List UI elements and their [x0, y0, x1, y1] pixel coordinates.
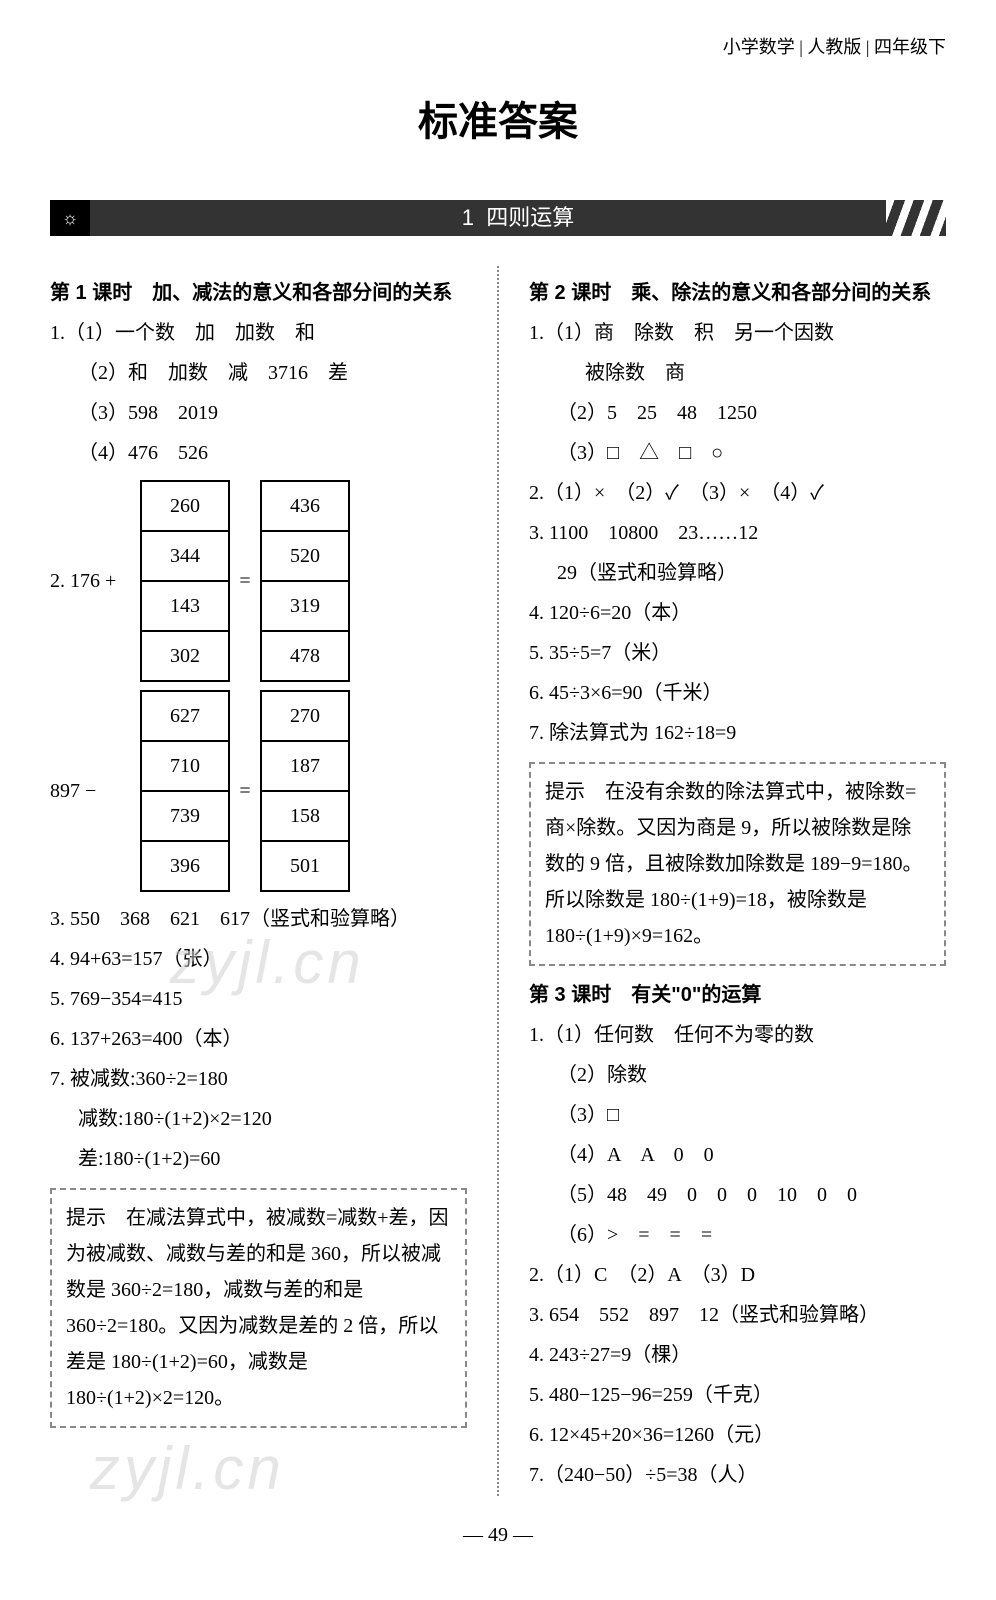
- l1-hint-box: 提示 在减法算式中，被减数=减数+差，因为被减数、减数与差的和是 360，所以被…: [50, 1188, 467, 1428]
- cell: 319: [260, 580, 350, 632]
- l1-q1-2: （2）和 加数 减 3716 差: [50, 354, 467, 392]
- l1-q2-add-grid: 2. 176 + 260 344 143 302 = 436 520 319 4…: [50, 480, 467, 682]
- l1-q1-1: 1.（1）一个数 加 加数 和: [50, 314, 467, 352]
- banner-stripes: [886, 200, 946, 236]
- cell: 627: [140, 690, 230, 742]
- cell: 478: [260, 630, 350, 682]
- section-number: 1: [462, 197, 474, 239]
- l3-q1-3: （3）□: [529, 1096, 946, 1134]
- l2-q4: 4. 120÷6=20（本）: [529, 594, 946, 632]
- l2-hint-text: 提示 在没有余数的除法算式中，被除数=商×除数。又因为商是 9，所以被除数是除数…: [545, 781, 923, 947]
- lesson2-title: 第 2 课时 乘、除法的意义和各部分间的关系: [529, 274, 946, 312]
- l2-q1-3: （3）□ △ □ ○: [529, 434, 946, 472]
- cell: 187: [260, 740, 350, 792]
- cell: 344: [140, 530, 230, 582]
- l3-q1-6: （6）> = = =: [529, 1216, 946, 1254]
- l1-q6: 6. 137+263=400（本）: [50, 1020, 467, 1058]
- l3-q4: 4. 243÷27=9（棵）: [529, 1336, 946, 1374]
- l1-q7-2: 减数:180÷(1+2)×2=120: [50, 1100, 467, 1138]
- page-title: 标准答案: [50, 84, 946, 160]
- l1-q2-mid2: =: [230, 772, 260, 810]
- l2-q3b: 29（竖式和验算略）: [529, 554, 946, 592]
- l1-q2-colA2: 627 710 739 396: [140, 690, 230, 892]
- header-grade: 四年级下: [874, 37, 946, 57]
- banner-bulb-icon: ☼: [50, 200, 90, 236]
- l3-q5: 5. 480−125−96=259（千克）: [529, 1376, 946, 1414]
- l1-q2-mid1: =: [230, 562, 260, 600]
- page-number: — 49 —: [50, 1516, 946, 1554]
- l1-q2-colA1: 260 344 143 302: [140, 480, 230, 682]
- l1-q1-3: （3）598 2019: [50, 394, 467, 432]
- header-sep2: |: [866, 37, 874, 57]
- cell: 436: [260, 480, 350, 532]
- cell: 260: [140, 480, 230, 532]
- l2-q2: 2.（1）× （2）✓ （3）× （4）✓: [529, 474, 946, 512]
- l1-q2-colB2: 270 187 158 501: [260, 690, 350, 892]
- l3-q1-4: （4）A A 0 0: [529, 1136, 946, 1174]
- page-header: 小学数学 | 人教版 | 四年级下: [50, 30, 946, 64]
- l1-q3: 3. 550 368 621 617（竖式和验算略）: [50, 900, 467, 938]
- cell: 143: [140, 580, 230, 632]
- l2-q7: 7. 除法算式为 162÷18=9: [529, 714, 946, 752]
- l1-q7-3: 差:180÷(1+2)=60: [50, 1140, 467, 1178]
- lesson1-title: 第 1 课时 加、减法的意义和各部分间的关系: [50, 274, 467, 312]
- l2-q5: 5. 35÷5=7（米）: [529, 634, 946, 672]
- l1-q2-prefix1: 2. 176 +: [50, 562, 140, 600]
- cell: 158: [260, 790, 350, 842]
- section-name: 四则运算: [486, 197, 574, 239]
- left-column: 第 1 课时 加、减法的意义和各部分间的关系 1.（1）一个数 加 加数 和 （…: [50, 266, 467, 1496]
- cell: 270: [260, 690, 350, 742]
- cell: 520: [260, 530, 350, 582]
- l1-q7-1: 7. 被减数:360÷2=180: [50, 1060, 467, 1098]
- l3-q3: 3. 654 552 897 12（竖式和验算略）: [529, 1296, 946, 1334]
- cell: 396: [140, 840, 230, 892]
- l2-q3a: 3. 1100 10800 23……12: [529, 514, 946, 552]
- cell: 710: [140, 740, 230, 792]
- l2-q6: 6. 45÷3×6=90（千米）: [529, 674, 946, 712]
- l1-q1-4: （4）476 526: [50, 434, 467, 472]
- banner-bar: 1 四则运算: [90, 200, 946, 236]
- lesson3-title: 第 3 课时 有关"0"的运算: [529, 976, 946, 1014]
- l2-hint-box: 提示 在没有余数的除法算式中，被除数=商×除数。又因为商是 9，所以被除数是除数…: [529, 762, 946, 966]
- cell: 739: [140, 790, 230, 842]
- l2-q1-1: 1.（1）商 除数 积 另一个因数: [529, 314, 946, 352]
- l3-q2: 2.（1）C （2）A （3）D: [529, 1256, 946, 1294]
- l1-hint-text: 提示 在减法算式中，被减数=减数+差，因为被减数、减数与差的和是 360，所以被…: [66, 1207, 449, 1409]
- header-publisher: 人教版: [807, 37, 861, 57]
- cell: 501: [260, 840, 350, 892]
- right-column: 第 2 课时 乘、除法的意义和各部分间的关系 1.（1）商 除数 积 另一个因数…: [529, 266, 946, 1496]
- cell: 302: [140, 630, 230, 682]
- watermark-2: zyjl.cn: [90, 1412, 285, 1526]
- l3-q1-5: （5）48 49 0 0 0 10 0 0: [529, 1176, 946, 1214]
- header-subject: 小学数学: [723, 37, 795, 57]
- l1-q2-prefix2: 897 −: [50, 772, 140, 810]
- l2-q1-2: （2）5 25 48 1250: [529, 394, 946, 432]
- column-divider: [497, 266, 499, 1496]
- l3-q7: 7.（240−50）÷5=38（人）: [529, 1456, 946, 1494]
- l1-q2-colB1: 436 520 319 478: [260, 480, 350, 682]
- l1-q4: 4. 94+63=157（张）: [50, 940, 467, 978]
- l2-q1-1b: 被除数 商: [529, 354, 946, 392]
- l1-q5: 5. 769−354=415: [50, 980, 467, 1018]
- l3-q6: 6. 12×45+20×36=1260（元）: [529, 1416, 946, 1454]
- l3-q1-2: （2）除数: [529, 1056, 946, 1094]
- section-banner: ☼ 1 四则运算: [50, 200, 946, 236]
- l3-q1-1: 1.（1）任何数 任何不为零的数: [529, 1016, 946, 1054]
- l1-q2-sub-grid: 897 − 627 710 739 396 = 270 187 158 501: [50, 690, 467, 892]
